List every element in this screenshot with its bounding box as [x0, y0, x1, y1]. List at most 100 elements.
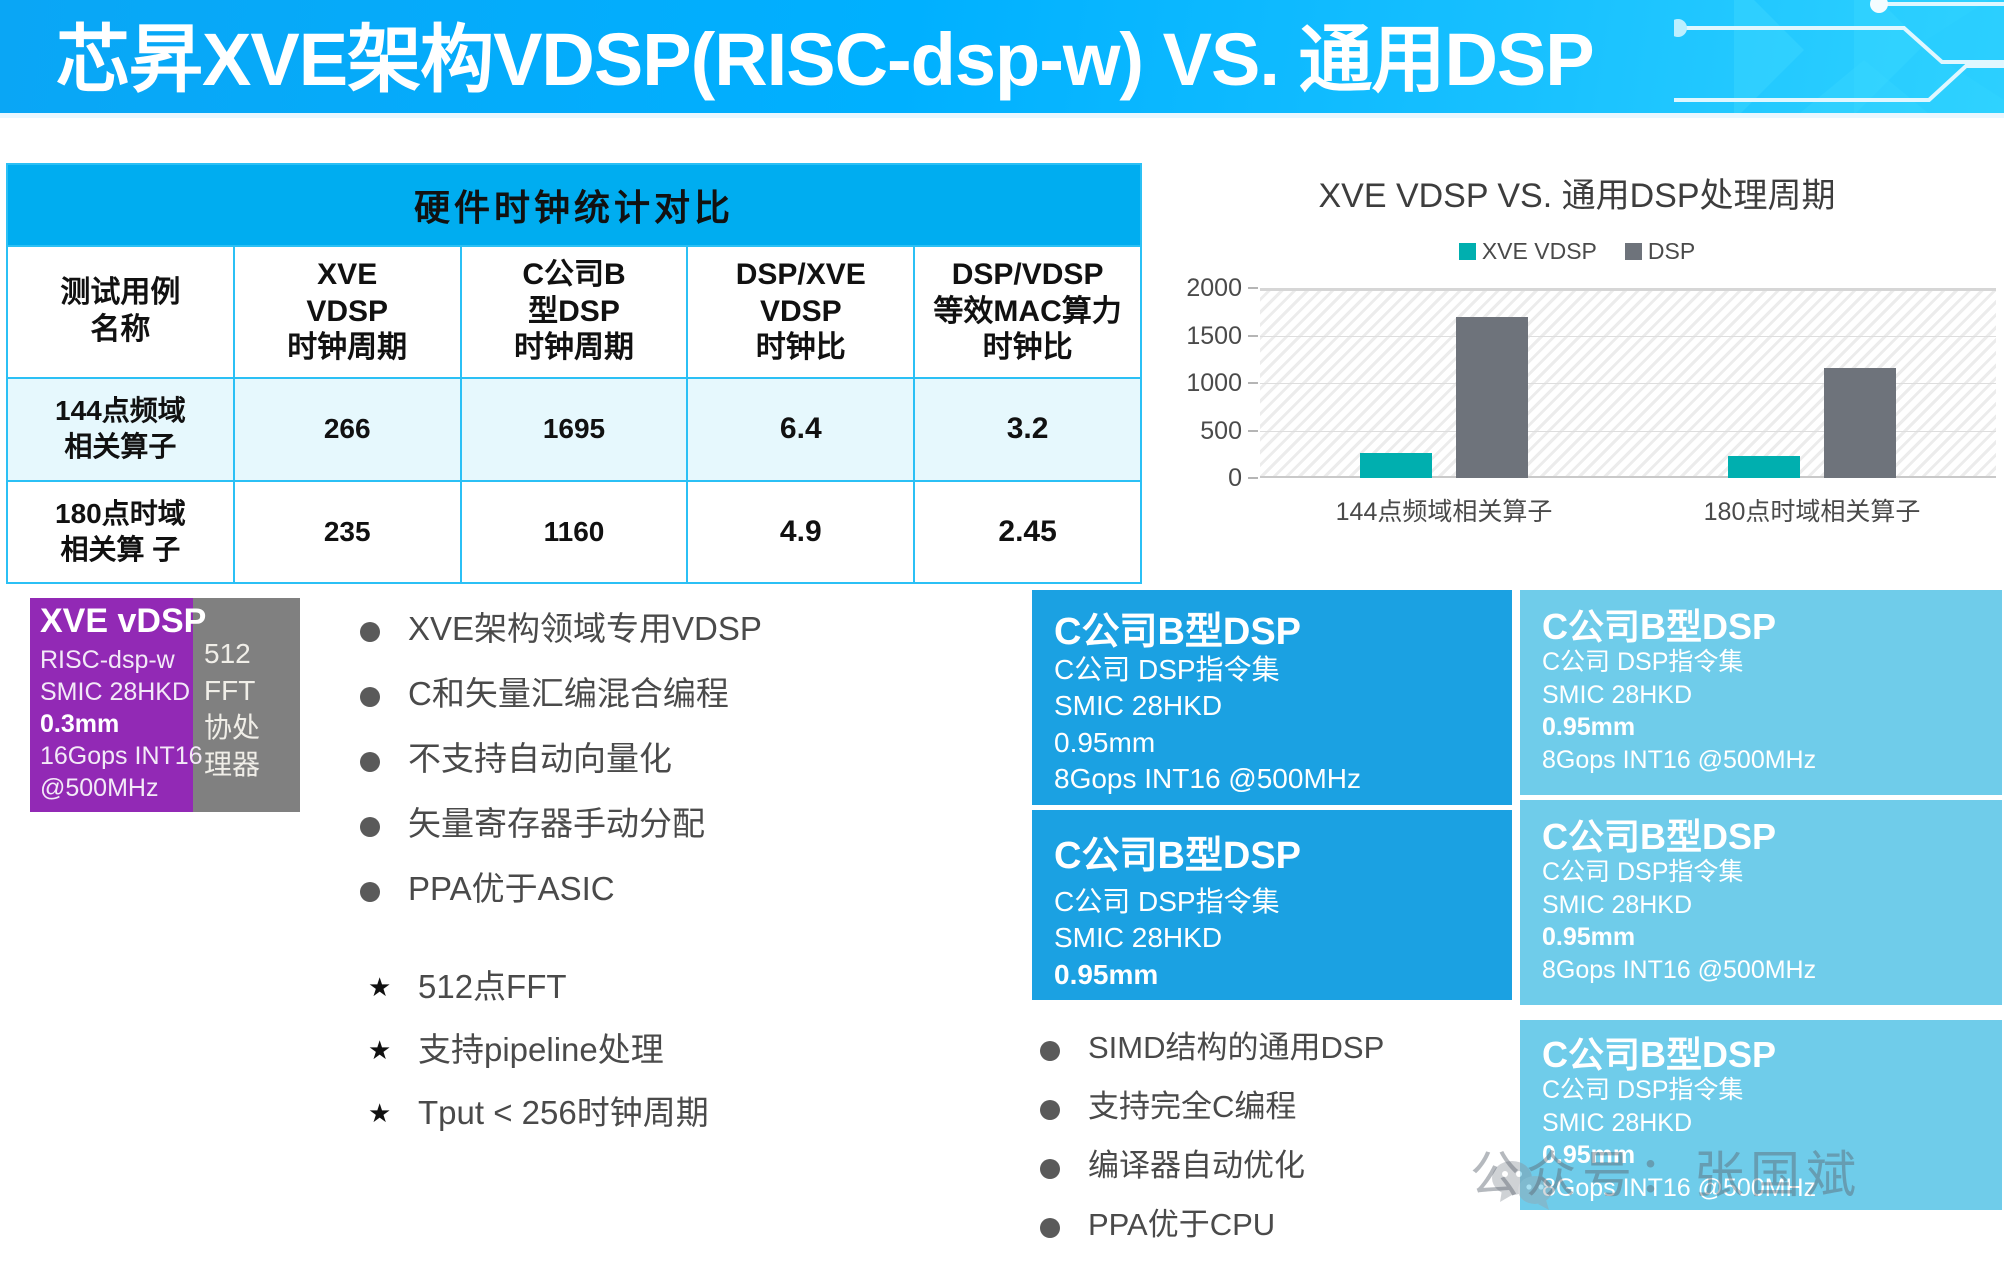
list-item: ★ 支持pipeline处理 — [368, 1033, 709, 1066]
table-row: 144点频域 相关算子 266 1695 6.4 3.2 — [6, 376, 1142, 482]
y-axis-tick-mark — [1248, 382, 1258, 384]
dsp-card: C公司B型DSP C公司 DSP指令集 SMIC 28HKD 0.95mm 8G… — [1520, 590, 2002, 795]
dsp-card: C公司B型DSP C公司 DSP指令集 SMIC 28HKD 0.95mm 8G… — [1520, 1020, 2002, 1210]
list-item: ★ 512点FFT — [368, 970, 709, 1003]
dsp-card: C公司B型DSP C公司 DSP指令集 SMIC 28HKD 0.95mm 8G… — [1032, 810, 1512, 1000]
x-axis-category-label: 180点时域相关算子 — [1703, 498, 1921, 526]
page-header: 芯昇XVE架构VDSP(RISC-dsp-w) VS. 通用DSP — [0, 0, 2004, 118]
list-item: SIMD结构的通用DSP — [1040, 1032, 1384, 1063]
table-title: 硬件时钟统计对比 — [6, 163, 1142, 247]
row1-dsp-cycles: 1160 — [459, 479, 689, 585]
y-axis-tick-mark — [1248, 334, 1258, 337]
list-item: 矢量寄存器手动分配 — [360, 807, 762, 840]
dsp-card-name: C公司B型DSP — [1542, 606, 1777, 647]
list-item: PPA优于CPU — [1040, 1209, 1384, 1240]
chart-legend: XVE VDSP DSP — [1150, 238, 2004, 265]
gridline — [1260, 430, 1996, 432]
row1-mac-ratio: 2.45 — [913, 479, 1142, 585]
chip-specs: RISC-dsp-w SMIC 28HKD 0.3mm 16Gops INT16… — [40, 646, 203, 802]
dsp-card-name: C公司B型DSP — [1054, 611, 1302, 653]
table-row: 180点时域 相关算 子 235 1160 4.9 2.45 — [6, 479, 1142, 585]
dsp-card-name: C公司B型DSP — [1054, 835, 1302, 877]
list-item: XVE架构领域专用VDSP — [360, 612, 762, 645]
bullet-dot-icon — [1040, 1159, 1060, 1179]
gridline — [1260, 383, 1996, 384]
dsp-card-specs: C公司 DSP指令集 SMIC 28HKD 0.95mm 8Gops INT16… — [1542, 648, 1817, 774]
dsp-card-specs: C公司 DSP指令集 SMIC 28HKD 0.95mm 8Gops INT16… — [1542, 858, 1817, 984]
legend-item-dsp: DSP — [1624, 238, 1695, 265]
xve-vdsp-purple-panel — [30, 598, 193, 812]
chart-title: XVE VDSP VS. 通用DSP处理周期 — [1318, 177, 1836, 215]
row0-mac-ratio: 3.2 — [913, 376, 1142, 482]
chart-bar — [1728, 455, 1800, 478]
bullet-dot-icon — [360, 752, 380, 772]
row0-clock-ratio: 6.4 — [686, 376, 916, 482]
row1-name: 180点时域 相关算 子 — [6, 479, 235, 585]
table-header-row: 测试用例 名称 XVE VDSP 时钟周期 C公司B 型DSP 时钟周期 DSP/XVE V… — [6, 245, 1142, 379]
header-underline — [0, 113, 2004, 118]
bullet-text: SIMD结构的通用DSP — [1088, 1030, 1385, 1065]
th-testcase: 测试用例 名称 — [6, 245, 235, 379]
dsp-card-specs: C公司 DSP指令集 SMIC 28HKD 0.95mm 8Gops INT16… — [1054, 886, 1361, 1000]
legend-item-xve: XVE VDSP — [1458, 238, 1597, 265]
bullet-text: PPA优于CPU — [1088, 1207, 1276, 1242]
row0-name: 144点频域 相关算子 — [6, 376, 235, 482]
y-axis-tick-label: 1000 — [1186, 369, 1242, 397]
bullet-text: XVE架构领域专用VDSP — [408, 610, 762, 647]
dsp-card-name: C公司B型DSP — [1542, 816, 1777, 857]
bullet-text: 支持pipeline处理 — [418, 1031, 664, 1068]
processing-cycles-bar-chart: XVE VDSP VS. 通用DSP处理周期 XVE VDSP DSP 0 500… — [1150, 160, 2004, 580]
th-dsp-xve-ratio: DSP/XVE VDSP 时钟比 — [686, 245, 916, 379]
row1-xve-cycles: 235 — [232, 479, 462, 585]
list-item: 编译器自动优化 — [1040, 1150, 1384, 1181]
bullet-text: 不支持自动向量化 — [408, 740, 672, 777]
bullet-star-icon: ★ — [368, 972, 392, 1002]
xve-feature-bullet-list: XVE架构领域专用VDSP C和矢量汇编混合编程 不支持自动向量化 矢量寄存器手… — [360, 612, 762, 937]
bullet-text: 支持完全C编程 — [1088, 1089, 1297, 1124]
chart-bar — [1824, 367, 1896, 478]
dsp-card-specs: C公司 DSP指令集 SMIC 28HKD 0.95mm 8Gops INT16… — [1542, 1076, 1817, 1202]
dsp-card-name: C公司B型DSP — [1542, 1034, 1777, 1075]
dsp-card-specs: C公司 DSP指令集 SMIC 28HKD 0.95mm 8Gops INT16… — [1054, 654, 1361, 795]
circuit-decoration-icon — [1674, 0, 2004, 118]
bullet-star-icon: ★ — [368, 1035, 392, 1065]
list-item: C和矢量汇编混合编程 — [360, 677, 762, 710]
bullet-star-icon: ★ — [368, 1098, 392, 1128]
bullet-text: Tput < 256时钟周期 — [418, 1094, 709, 1131]
chart-plot-area — [1260, 288, 1996, 478]
dsp-feature-bullet-list: SIMD结构的通用DSP 支持完全C编程 编译器自动优化 PPA优于CPU — [1040, 1032, 1384, 1268]
bullet-dot-icon — [360, 817, 380, 837]
y-axis-tick-mark — [1248, 287, 1258, 289]
th-c-dsp: C公司B 型DSP 时钟周期 — [459, 245, 689, 379]
y-axis-tick-label: 500 — [1200, 416, 1242, 445]
bullet-text: 编译器自动优化 — [1088, 1148, 1305, 1183]
legend-swatch-dsp — [1624, 243, 1642, 260]
list-item: 支持完全C编程 — [1040, 1091, 1384, 1122]
y-axis-tick-label: 0 — [1228, 464, 1242, 492]
x-axis-category-label: 144点频域相关算子 — [1335, 498, 1553, 526]
row1-clock-ratio: 4.9 — [686, 479, 916, 585]
bullet-dot-icon — [1040, 1218, 1060, 1238]
bullet-dot-icon — [1040, 1041, 1060, 1061]
dsp-card: C公司B型DSP C公司 DSP指令集 SMIC 28HKD 0.95mm 8G… — [1032, 590, 1512, 805]
row0-xve-cycles: 266 — [232, 376, 462, 482]
y-axis-tick-mark — [1248, 429, 1258, 432]
list-item: ★ Tput < 256时钟周期 — [368, 1096, 709, 1129]
fft-coprocessor-label: 512 FFT 协处 理器 — [204, 638, 261, 780]
fft-coprocessor-gray-panel — [193, 598, 300, 812]
list-item: PPA优于ASIC — [360, 872, 762, 905]
chart-bar — [1360, 452, 1432, 478]
bullet-dot-icon — [360, 687, 380, 707]
bullet-dot-icon — [360, 882, 380, 902]
hardware-clock-table: 硬件时钟统计对比 测试用例 名称 XVE VDSP 时钟周期 C公司B 型DSP 时钟周期… — [6, 163, 1142, 585]
bullet-dot-icon — [360, 622, 380, 642]
x-axis-line — [1260, 476, 1996, 478]
legend-swatch-xve — [1458, 243, 1476, 260]
list-item: 不支持自动向量化 — [360, 742, 762, 775]
xve-vdsp-chip-block: XVE vDSP RISC-dsp-w SMIC 28HKD 0.3mm 16G… — [30, 598, 316, 812]
bullet-text: 512点FFT — [418, 968, 567, 1005]
th-xve-vdsp: XVE VDSP 时钟周期 — [232, 245, 462, 379]
row0-dsp-cycles: 1695 — [459, 376, 689, 482]
dsp-card: C公司B型DSP C公司 DSP指令集 SMIC 28HKD 0.95mm 8G… — [1520, 800, 2002, 1005]
y-axis-tick-label: 2000 — [1186, 274, 1242, 302]
